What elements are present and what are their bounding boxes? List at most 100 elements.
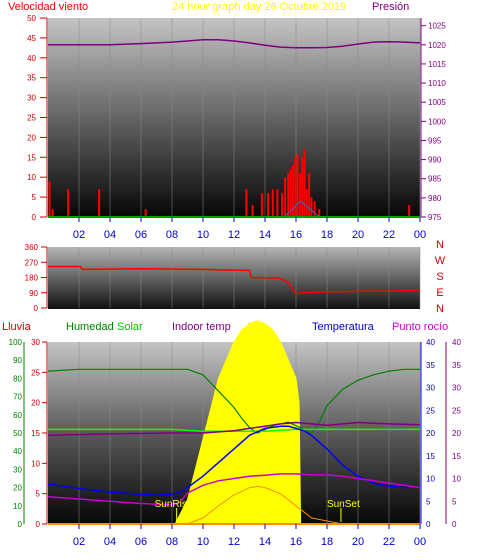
wind-direction-line	[48, 265, 421, 295]
direction-letter: N	[436, 239, 444, 251]
temperature-tick-label: 5	[426, 497, 431, 506]
wind-x-tick-label: 00	[414, 229, 426, 241]
pressure-tick-label: 980	[428, 194, 442, 203]
humidity-tick-label: 0	[18, 520, 23, 529]
temperature-tick-label: 10	[426, 475, 435, 484]
humidity-tick-label: 60	[13, 411, 22, 420]
humidity-tick-label: 70	[13, 393, 22, 402]
wind-gust-bar	[303, 149, 306, 217]
climate-x-tick-label: 10	[197, 536, 209, 548]
humidity-tick-label: 90	[13, 356, 22, 365]
humidity-tick-label: 20	[13, 484, 22, 493]
wind-gust-bar	[296, 153, 299, 217]
indoor-tick-label: 25	[452, 406, 461, 415]
wind-gust-bar	[281, 193, 284, 217]
wind-speed-tick-label: 5	[32, 193, 37, 202]
wind-gust-bar	[287, 173, 290, 217]
pressure-tick-label: 995	[428, 136, 442, 145]
humidity-tick-label: 100	[9, 338, 23, 347]
direction-letter: E	[436, 287, 443, 299]
rain-tick-label: 25	[31, 368, 40, 377]
wind-gust-bar	[67, 189, 70, 217]
wind-speed-tick-label: 0	[32, 213, 37, 222]
legend-indoor-temp: Indoor temp	[172, 321, 231, 333]
direction-tick-label: 360	[25, 243, 39, 252]
temperature-tick-label: 35	[426, 361, 435, 370]
climate-x-tick-label: 00	[414, 536, 426, 548]
rain-tick-label: 30	[31, 338, 40, 347]
dewpoint-line	[47, 473, 421, 506]
uv-line	[187, 485, 343, 525]
pressure-tick-label: 1005	[428, 98, 446, 107]
legend-lluvia: Lluvia	[2, 321, 32, 333]
sunrise-label: SunRise	[155, 499, 193, 510]
rain-tick-label: 5	[36, 490, 41, 499]
humidity-tick-label: 80	[13, 374, 22, 383]
rain-tick-label: 10	[31, 459, 40, 468]
pressure-tick-label: 1015	[428, 60, 446, 69]
temperature-tick-label: 40	[426, 338, 435, 347]
wind-speed-tick-label: 20	[27, 133, 36, 142]
legend-humedad: Humedad	[66, 321, 114, 333]
temperature-tick-label: 0	[426, 520, 431, 529]
rain-tick-label: 15	[31, 429, 40, 438]
wind-gust-bar	[301, 157, 304, 217]
climate-x-tick-label: 08	[166, 536, 178, 548]
climate-x-tick-label: 16	[290, 536, 302, 548]
direction-tick-label: 270	[25, 258, 39, 267]
temperature-tick-label: 15	[426, 452, 435, 461]
pressure-title: Presión	[372, 1, 409, 13]
direction-letter: N	[436, 303, 444, 315]
climate-x-tick-label: 04	[104, 536, 116, 548]
climate-x-tick-label: 22	[383, 536, 395, 548]
humidity-tick-label: 30	[13, 465, 22, 474]
wind-gust-bar	[271, 189, 274, 217]
climate-x-tick-label: 18	[321, 536, 333, 548]
direction-tick-label: 180	[25, 274, 39, 283]
wind-speed-tick-label: 35	[27, 74, 36, 83]
wind-gust-bar	[98, 189, 101, 217]
pressure-tick-label: 975	[428, 213, 442, 222]
wind-speed-line	[48, 200, 420, 218]
wind-speed-tick-label: 30	[27, 94, 36, 103]
axes: 0510152025303540455097598098599099510001…	[9, 14, 462, 548]
wind-gust-bar	[144, 209, 147, 217]
indoor-tick-label: 10	[452, 475, 461, 484]
legend-temperatura: Temperatura	[312, 321, 375, 333]
wind-speed-tick-label: 40	[27, 54, 36, 63]
climate-x-tick-label: 12	[228, 536, 240, 548]
legend-punto-rocio: Punto rocío	[392, 321, 448, 333]
wind-gust-bar	[294, 157, 297, 217]
pressure-tick-label: 1025	[428, 22, 446, 31]
wind-x-tick-label: 14	[259, 229, 271, 241]
pressure-line	[48, 39, 421, 49]
legend-solar: Solar	[117, 321, 143, 333]
wind-x-tick-label: 20	[352, 229, 364, 241]
wind-gust-bar	[298, 173, 301, 217]
direction-tick-label: 90	[29, 289, 38, 298]
climate-x-tick-label: 14	[259, 536, 271, 548]
wind-speed-tick-label: 10	[27, 173, 36, 182]
direction-letter: S	[436, 271, 443, 283]
indoor-temp-line	[47, 421, 421, 437]
pressure-tick-label: 990	[428, 156, 442, 165]
pressure-tick-label: 1000	[428, 117, 446, 126]
wind-gust-bar	[251, 205, 254, 217]
wind-gust-bar	[276, 189, 279, 217]
humidity-tick-label: 10	[13, 502, 22, 511]
indoor-tick-label: 30	[452, 384, 461, 393]
indoor-tick-label: 0	[452, 520, 457, 529]
wind-gust-bar	[308, 173, 311, 217]
rain-tick-label: 20	[31, 399, 40, 408]
temperature-line	[47, 425, 421, 497]
temperature-tick-label: 20	[426, 429, 435, 438]
indoor-tick-label: 35	[452, 361, 461, 370]
wind-x-tick-label: 16	[290, 229, 302, 241]
indoor-tick-label: 40	[452, 338, 461, 347]
climate-x-tick-label: 06	[135, 536, 147, 548]
humidity-tick-label: 50	[13, 429, 22, 438]
wind-speed-tick-label: 25	[27, 114, 36, 123]
wind-speed-title: Velocidad viento	[8, 1, 88, 13]
